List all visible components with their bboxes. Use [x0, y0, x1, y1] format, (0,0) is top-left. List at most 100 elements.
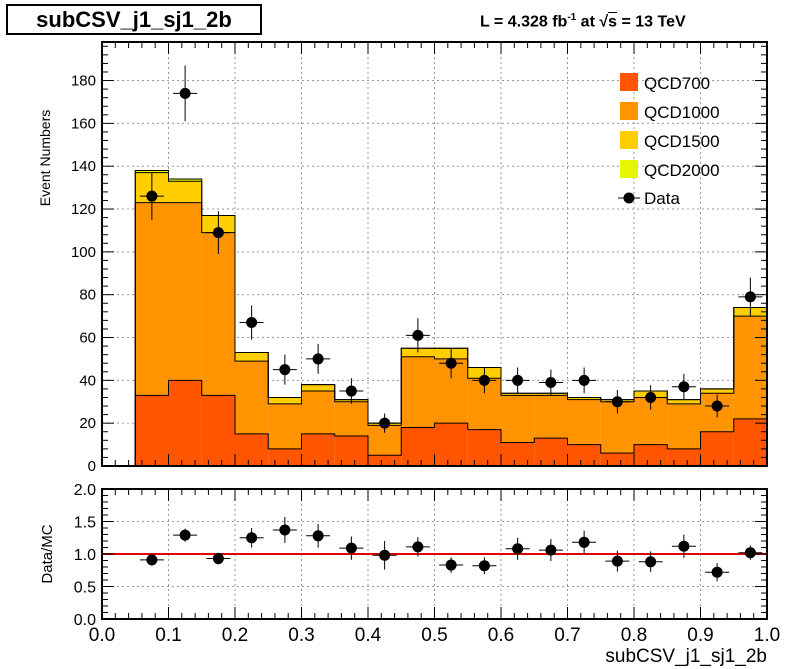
ratio-xtick-label: 0.9	[687, 625, 713, 646]
stack-bar-qcd1500	[567, 397, 601, 400]
stack-bar-qcd1500	[168, 181, 202, 203]
stack-bar-qcd700	[567, 444, 601, 466]
legend-swatch-qcd2000	[620, 160, 638, 178]
legend-data-marker	[623, 192, 635, 204]
stack-bar-qcd1000	[201, 232, 235, 396]
ratio-ylabel: Data/MC	[39, 524, 56, 583]
ratio-ytick-label: 0.5	[74, 580, 96, 597]
stack-bar-qcd700	[600, 453, 634, 466]
stack-bar-qcd700	[501, 442, 535, 466]
stack-bar-qcd700	[235, 433, 269, 466]
ratio-point	[412, 541, 424, 553]
stack-bar-qcd1000	[733, 316, 767, 419]
ratio-xtick-label: 0.2	[222, 625, 248, 646]
stack-bar-qcd700	[634, 444, 668, 466]
stack-bar-qcd1000	[567, 399, 601, 445]
ratio-point	[179, 529, 191, 541]
stack-bar-qcd1500	[301, 384, 335, 392]
ratio-xtick-label: 0.0	[89, 625, 115, 646]
stack-bar-qcd1000	[667, 403, 701, 449]
stack-bar-qcd1500	[235, 352, 269, 362]
ratio-point	[312, 530, 324, 542]
data-point	[345, 385, 357, 397]
data-point	[379, 417, 391, 429]
stack-outline-qcd700	[102, 379, 767, 467]
ratio-ytick-label: 1.5	[74, 515, 96, 532]
ratio-point	[678, 540, 690, 552]
lumi-s: s	[608, 13, 618, 31]
stack-bar-qcd1000	[168, 202, 202, 381]
top-ytick-label: 100	[71, 244, 96, 261]
data-point	[611, 396, 623, 408]
stack-bar-qcd700	[135, 395, 169, 466]
ratio-xtick-label: 0.7	[554, 625, 580, 646]
ratio-point	[246, 532, 258, 544]
top-ytick-label: 180	[71, 73, 96, 90]
plot-title: subCSV_j1_sj1_2b	[6, 4, 262, 35]
data-point	[645, 391, 657, 403]
stack-bar-qcd1500	[501, 393, 535, 396]
stack-bar-qcd700	[700, 431, 734, 466]
top-ytick-label: 0	[88, 458, 96, 475]
data-point	[146, 190, 158, 202]
ratio-point	[744, 547, 756, 559]
ratio-xtick-label: 1.0	[754, 625, 780, 646]
ratio-xtick-label: 0.6	[488, 625, 514, 646]
x-axis-label: subCSV_j1_sj1_2b	[605, 646, 767, 667]
legend-label-qcd700: QCD700	[644, 74, 710, 93]
stack-bar-qcd700	[168, 380, 202, 466]
data-point	[279, 364, 291, 376]
lumi-exponent: -1	[567, 12, 577, 23]
data-point	[678, 381, 690, 393]
data-point	[212, 227, 224, 239]
top-ylabel: Event Numbers	[37, 110, 53, 206]
legend-swatch-qcd1000	[620, 102, 638, 120]
top-ytick-label: 80	[79, 287, 96, 304]
top-ytick-label: 120	[71, 201, 96, 218]
stack-bar-qcd1000	[301, 391, 335, 434]
data-point	[711, 400, 723, 412]
stack-bar-qcd1000	[334, 401, 368, 437]
ratio-ytick-label: 2.0	[74, 482, 96, 499]
ratio-point	[146, 554, 158, 566]
stack-bar-qcd1000	[501, 395, 535, 443]
stack-bar-qcd1000	[135, 202, 169, 396]
stack-bar-qcd2000	[168, 179, 202, 182]
data-point	[445, 357, 457, 369]
lumi-suffix: = 13 TeV	[617, 13, 686, 31]
stack-bar-qcd700	[467, 429, 501, 466]
ratio-xtick-label: 0.8	[621, 625, 647, 646]
stack-bar-qcd1500	[268, 397, 302, 404]
ratio-point	[578, 536, 590, 548]
ratio-ytick-label: 0.0	[74, 612, 96, 629]
lumi-prefix: L = 4.328 fb	[480, 13, 568, 31]
ratio-xtick-label: 0.4	[355, 625, 382, 646]
stack-bar-qcd2000	[135, 170, 169, 173]
legend-label-qcd1000: QCD1000	[644, 103, 720, 122]
data-point	[512, 374, 524, 386]
stack-bar-qcd1000	[401, 356, 435, 428]
data-point	[412, 329, 424, 341]
ratio-point	[545, 544, 557, 556]
stack-bar-qcd700	[201, 395, 235, 466]
stack-bar-qcd700	[268, 448, 302, 466]
legend-label-data: Data	[644, 189, 680, 208]
data-point	[545, 376, 557, 388]
top-ytick-label: 40	[79, 372, 96, 389]
lumi-mid: at √	[576, 13, 609, 31]
stack-bar-qcd700	[334, 436, 368, 466]
stack-bar-qcd700	[534, 438, 568, 466]
ratio-xtick-label: 0.1	[155, 625, 181, 646]
stack-bar-qcd1000	[534, 395, 568, 439]
ratio-xtick-label: 0.3	[288, 625, 314, 646]
ratio-point	[279, 524, 291, 536]
ratio-point	[379, 549, 391, 561]
legend-label-qcd1500: QCD1500	[644, 132, 720, 151]
stack-bar-qcd700	[401, 427, 435, 466]
stack-bar-qcd1000	[268, 403, 302, 449]
data-point	[744, 291, 756, 303]
ratio-point	[345, 542, 357, 554]
top-ytick-label: 20	[79, 415, 96, 432]
top-ytick-label: 60	[79, 330, 96, 347]
